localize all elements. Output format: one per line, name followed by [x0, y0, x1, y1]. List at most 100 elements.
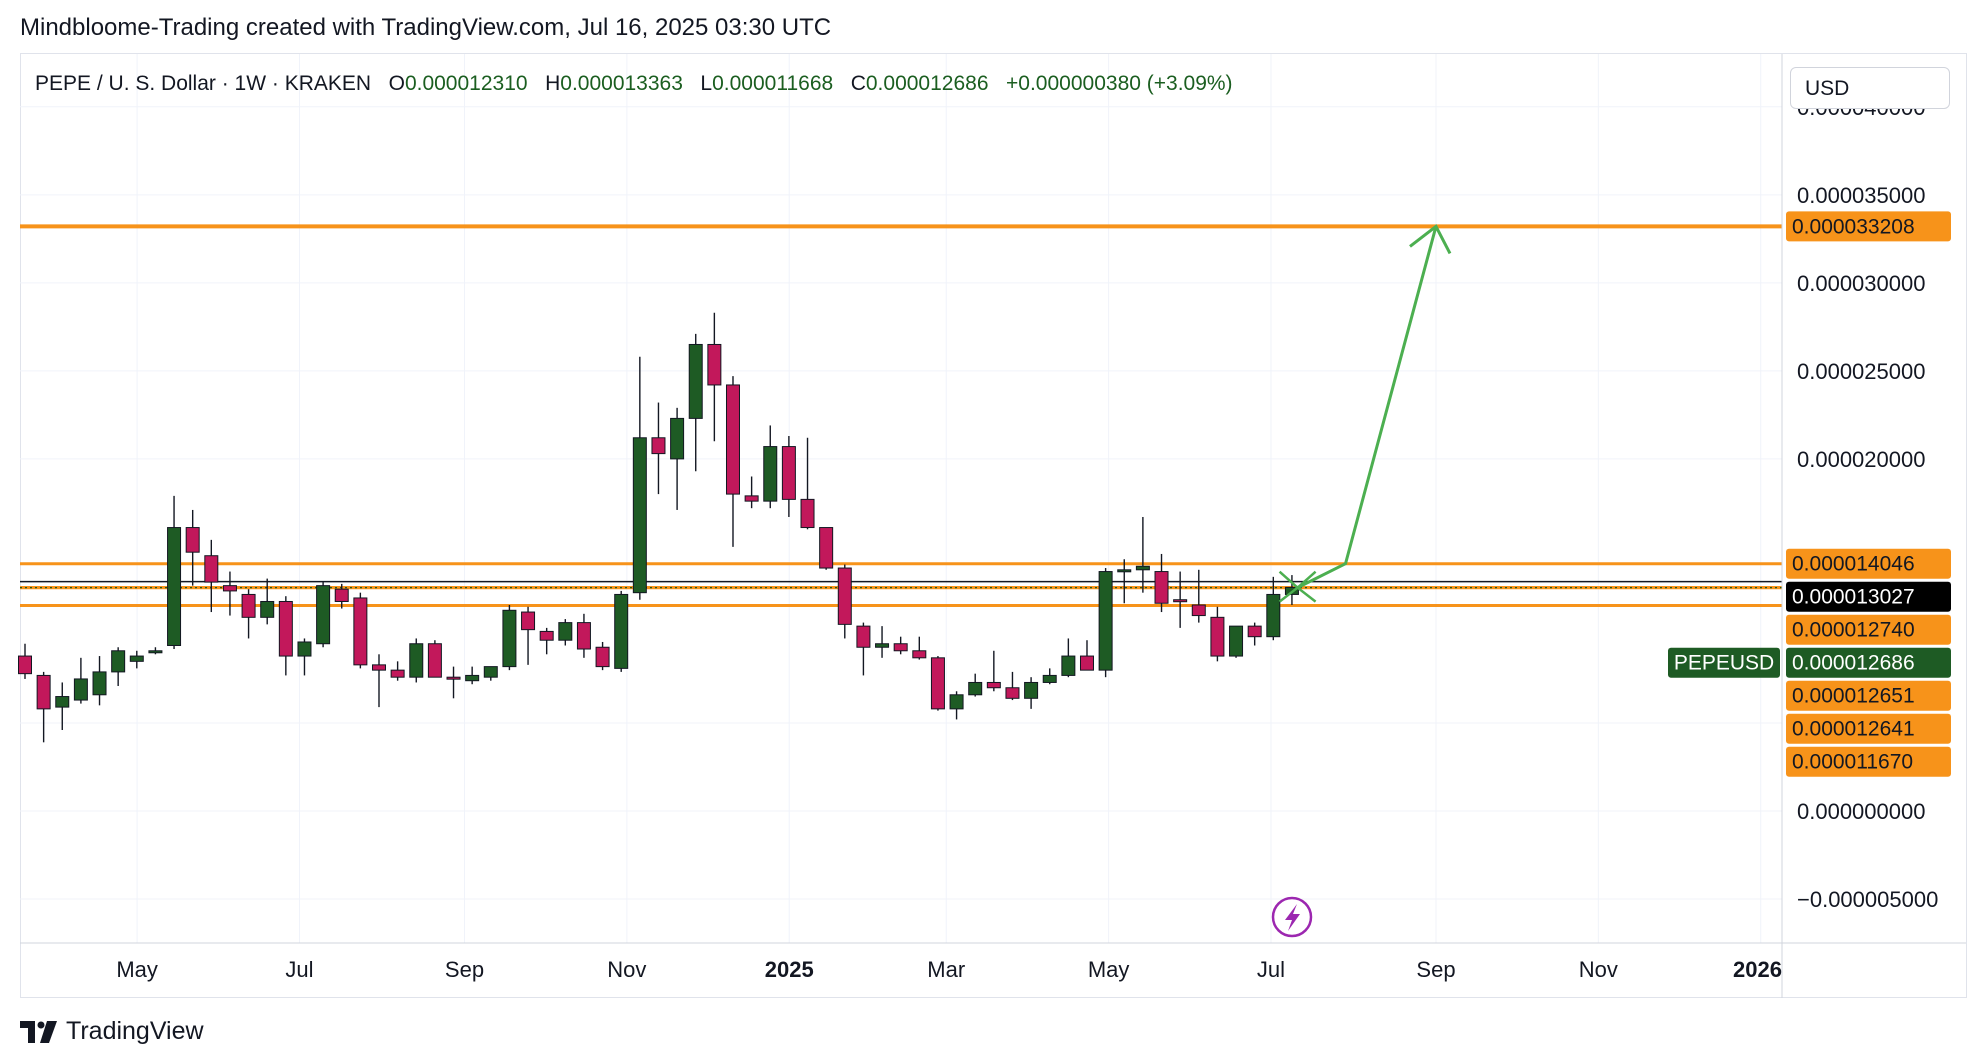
candle-body	[167, 527, 182, 646]
legend-open-value: 0.000012310	[404, 72, 528, 95]
tradingview-logo-icon	[20, 1020, 57, 1043]
candle-body	[614, 593, 629, 669]
x-tick-label: 2025	[765, 957, 814, 982]
y-tick-label: 0.000025000	[1797, 359, 1925, 384]
candle	[409, 638, 424, 683]
candle-body	[409, 643, 424, 678]
candle-body	[707, 343, 722, 386]
candle-body	[73, 678, 88, 701]
candle-body	[968, 681, 983, 696]
candle-body	[781, 446, 796, 500]
candle-body	[260, 600, 275, 618]
candle-body	[539, 630, 554, 641]
crosshair-price-tag: 0.000013027	[1786, 581, 1951, 612]
candle-body	[36, 674, 51, 710]
legend-symbol: PEPE / U. S. Dollar · 1W · KRAKEN	[35, 72, 372, 95]
candle-body	[297, 641, 312, 657]
level-price-tag-bg	[1786, 680, 1951, 711]
candle	[521, 606, 536, 665]
flash-icon[interactable]	[1271, 896, 1313, 938]
projection-arrow	[1278, 224, 1452, 603]
candle	[55, 682, 70, 730]
candle	[427, 640, 442, 678]
tradingview-brand[interactable]: TradingView	[20, 1017, 204, 1046]
candle	[949, 691, 964, 720]
candle	[260, 578, 275, 625]
candle	[744, 476, 759, 509]
candle	[278, 596, 293, 676]
level-price-tag: 0.000012740	[1786, 614, 1951, 645]
level-price-tag-bg	[1786, 211, 1951, 242]
tradingview-brand-name: TradingView	[66, 1017, 204, 1045]
current-price-tag-bg	[1786, 647, 1951, 678]
candle	[986, 650, 1001, 692]
candle	[222, 571, 237, 616]
candle-body	[744, 495, 759, 502]
x-tick-label: Nov	[607, 957, 646, 982]
horizontal-levels	[20, 224, 1782, 608]
candle	[1098, 568, 1113, 678]
x-tick-label: Sep	[445, 957, 484, 982]
current-price-tag: 0.000012686	[1786, 647, 1951, 678]
candle	[316, 582, 331, 648]
candle-body	[185, 527, 200, 553]
candle-body	[837, 567, 852, 625]
candle-body	[390, 669, 405, 678]
candle-body	[1005, 687, 1020, 699]
candle-body	[949, 694, 964, 710]
candle	[73, 657, 88, 704]
candle-body	[502, 609, 517, 668]
level-price-tag: 0.000014046	[1786, 548, 1951, 579]
candle-body	[1024, 681, 1039, 699]
candle-body	[1061, 655, 1076, 676]
level-price-tag-bg	[1786, 548, 1951, 579]
candle	[148, 647, 163, 655]
candle-body	[986, 681, 1001, 689]
candle	[819, 527, 834, 570]
level-price-tag-text: 0.000012641	[1792, 718, 1915, 741]
candle-body	[1266, 593, 1281, 638]
candle	[1210, 606, 1225, 662]
legend-high-label: H	[545, 72, 561, 95]
level-price-tag-text: 0.000033208	[1792, 215, 1915, 238]
candle-body	[92, 671, 107, 696]
candle	[167, 495, 182, 650]
candle-body	[912, 650, 927, 659]
candle	[800, 437, 815, 530]
candle	[968, 673, 983, 697]
x-tick-label: Sep	[1416, 957, 1455, 982]
candle	[204, 539, 219, 613]
candle	[334, 583, 349, 609]
candle	[1042, 668, 1057, 685]
candle-body	[521, 611, 536, 631]
crosshair-price-tag-text: 0.000013027	[1792, 586, 1915, 609]
candle-body	[278, 600, 293, 657]
symbol-tag: PEPEUSD	[1668, 647, 1780, 678]
projection-arrowhead	[1409, 224, 1452, 255]
candle-body	[1117, 569, 1132, 573]
candle	[36, 671, 51, 743]
candle	[241, 589, 256, 639]
candle-body	[558, 622, 573, 641]
level-price-tag: 0.000012651	[1786, 680, 1951, 711]
chart-frame	[20, 53, 1967, 998]
candle-body	[316, 585, 331, 645]
projection-start-marker	[1278, 570, 1317, 590]
level-price-tag: 0.000033208	[1786, 211, 1951, 242]
candle-body	[856, 625, 871, 648]
candle	[483, 666, 498, 681]
currency-selector[interactable]: USD	[1790, 67, 1950, 109]
candle	[1247, 622, 1262, 646]
candle-body	[427, 643, 442, 678]
x-tick-label: Jul	[285, 957, 313, 982]
price-tags: 0.000033208 0.000014046 0.000013027 0.00001…	[1668, 211, 1951, 777]
candle-body	[800, 498, 815, 529]
candles	[18, 312, 1299, 743]
level-price-tag-text: 0.000014046	[1792, 553, 1915, 576]
candle-body	[222, 585, 237, 592]
legend-close-label: C	[850, 72, 866, 95]
candle-body	[1154, 571, 1169, 604]
candle	[875, 626, 890, 658]
y-tick-label: 0.000035000	[1797, 183, 1925, 208]
